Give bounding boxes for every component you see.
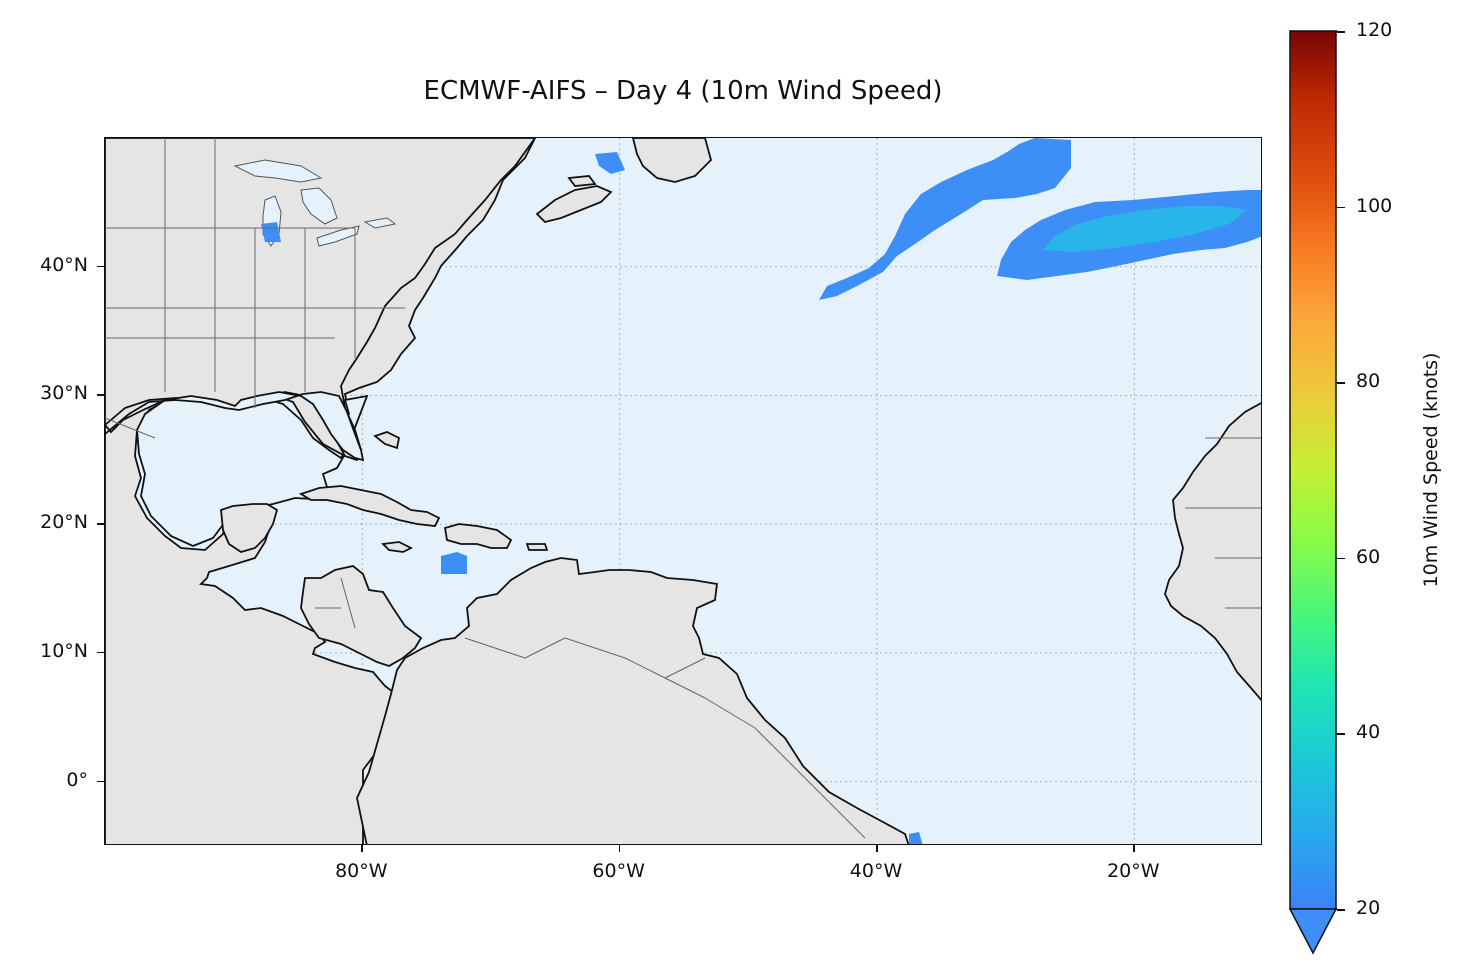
border-line	[664, 657, 706, 679]
border-line	[664, 677, 706, 699]
land-pei	[567, 175, 597, 187]
land-central-america	[300, 565, 423, 667]
border-line	[754, 727, 806, 779]
lon-tick-mark	[618, 845, 621, 852]
colorbar-tick-label: 100	[1356, 194, 1393, 217]
land-south-america	[356, 557, 910, 844]
lake-superior	[233, 159, 323, 183]
wind-speed-field	[261, 138, 1261, 844]
lat-tick-label: 40°N	[40, 253, 88, 276]
lake-ontario	[363, 217, 397, 229]
colorbar-tick-mark	[1337, 31, 1345, 33]
lon-tick-label: 20°W	[1107, 860, 1160, 882]
lon-tick-mark	[361, 845, 363, 852]
landmasses	[220, 138, 1261, 844]
colorbar-tick-label: 20	[1356, 897, 1381, 919]
lat-tick-mark	[97, 394, 104, 396]
lake-huron	[300, 187, 338, 225]
lat-tick-label: 10°N	[40, 639, 88, 662]
lon-tick-mark	[1133, 845, 1135, 852]
land-jamaica	[381, 541, 414, 553]
border-line	[524, 637, 566, 659]
lat-tick-label: 30°N	[40, 382, 88, 405]
lat-tick-mark	[97, 265, 104, 268]
lat-tick-label: 20°N	[40, 511, 88, 534]
wind-region-gulf-of-st-lawrence	[595, 152, 625, 174]
wind-region-north-atlantic-band-west	[819, 138, 1071, 300]
colorbar-tick-mark	[1337, 909, 1345, 911]
wind-region-brazil-coast	[909, 832, 923, 844]
wind-region-lake-michigan	[261, 222, 281, 242]
colorbar-gradient	[1289, 30, 1337, 910]
colorbar-title: 10m Wind Speed (knots)	[1420, 352, 1442, 588]
wind-region-hispaniola-south	[441, 552, 467, 574]
colorbar-tick-label: 60	[1356, 545, 1381, 568]
land-africa	[1164, 402, 1261, 702]
lon-tick-label: 60°W	[592, 860, 645, 882]
colorbar-tick-mark	[1337, 206, 1345, 209]
colorbar-tick-label: 40	[1356, 721, 1381, 744]
land-cuba	[298, 485, 441, 527]
border-line	[624, 657, 666, 679]
colorbar-tick-mark	[1337, 557, 1345, 560]
map-canvas	[105, 138, 1261, 844]
lake-erie	[316, 225, 360, 247]
colorbar-tick-mark	[1337, 733, 1345, 735]
wind-region-north-atlantic-core	[1043, 206, 1247, 252]
colorbar-extend-triangle	[1288, 908, 1338, 955]
colorbar-svg	[1288, 30, 1338, 955]
colorbar-tick-label: 120	[1356, 19, 1393, 41]
land-puerto-rico	[525, 543, 549, 551]
colorbar-ticks	[1336, 30, 1337, 910]
colorbar	[1288, 30, 1338, 956]
border-line	[564, 637, 626, 659]
lon-tick-mark	[876, 845, 878, 852]
lat-tick-mark	[97, 523, 104, 525]
land-nova-scotia	[535, 185, 613, 223]
land-newfoundland	[632, 138, 713, 183]
border-line	[105, 417, 156, 439]
lat-tick-mark	[97, 651, 104, 654]
lat-tick-mark	[97, 780, 104, 783]
lon-tick-label: 80°W	[335, 860, 388, 882]
border-line	[704, 697, 756, 729]
colorbar-tick-mark	[1337, 382, 1345, 384]
land-yucatan	[220, 503, 279, 553]
lat-tick-label: 0°	[66, 768, 88, 791]
gulf-water	[105, 391, 365, 462]
land-hispaniola	[443, 523, 513, 549]
map-title: ECMWF-AIFS – Day 4 (10m Wind Speed)	[423, 76, 943, 106]
land-bahamas	[373, 431, 401, 450]
border-line	[464, 637, 526, 659]
lon-tick-label: 40°W	[849, 860, 903, 882]
border-line	[340, 577, 356, 629]
border-line	[804, 777, 866, 839]
country-borders	[105, 138, 1261, 839]
map-panel	[104, 137, 1262, 845]
colorbar-tick-label: 80	[1356, 370, 1381, 393]
